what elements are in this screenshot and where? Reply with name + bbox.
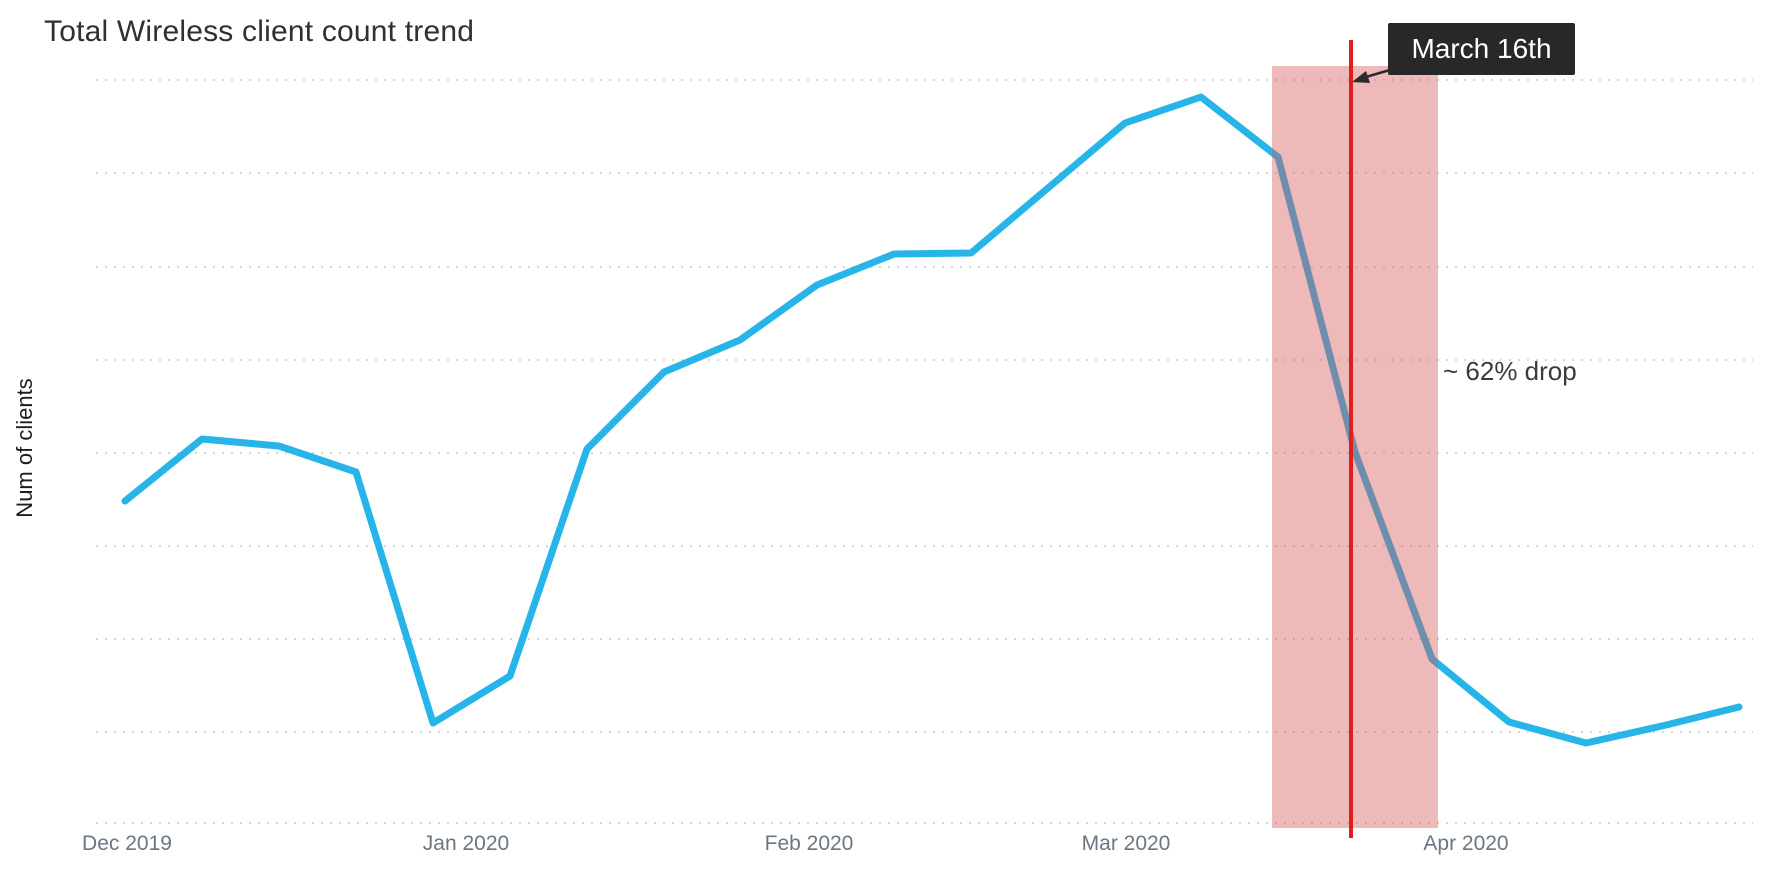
- page-title: Total Wireless client count trend: [44, 15, 475, 48]
- drop-annotation: ~ 62% drop: [1443, 356, 1577, 386]
- x-tick-label: Jan 2020: [422, 832, 510, 855]
- x-tick-label: Apr 2020: [1423, 832, 1509, 855]
- x-tick-label: Mar 2020: [1081, 832, 1171, 855]
- gridlines-group: [96, 79, 1753, 824]
- callout-arrow-icon: [1352, 71, 1370, 83]
- x-tick-label: Dec 2019: [82, 832, 172, 855]
- trend-line: [121, 93, 1743, 747]
- vline-callout: March 16th: [1388, 23, 1575, 75]
- x-tick-label: Feb 2020: [764, 832, 854, 855]
- highlight-band: [1272, 66, 1438, 828]
